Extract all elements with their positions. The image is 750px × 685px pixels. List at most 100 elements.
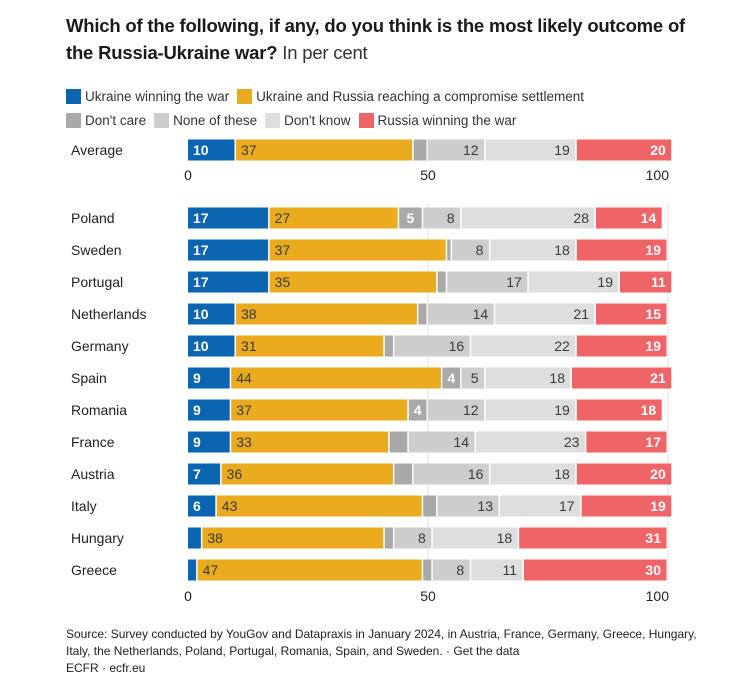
data-label-dont-know: 21 <box>573 306 589 322</box>
bar-none <box>394 527 432 549</box>
category-label: Poland <box>71 210 115 226</box>
legend-swatch-dont-know <box>265 112 281 128</box>
bar-dont-care <box>423 559 432 581</box>
data-label-compromise: 44 <box>236 370 252 386</box>
legend-item-none: None of these <box>154 112 257 128</box>
data-label-compromise: 38 <box>207 530 223 546</box>
bar-ukraine-win <box>188 271 269 293</box>
legend-item-russia-win: Russia winning the war <box>358 112 516 128</box>
legend-label: Don't know <box>284 112 351 128</box>
bar-dont-know <box>500 495 581 517</box>
bar-russia-win <box>576 139 672 161</box>
bar-russia-win <box>524 559 667 581</box>
bar-ukraine-win <box>188 559 197 581</box>
data-label-none: 16 <box>449 338 465 354</box>
data-label-none: 5 <box>471 370 479 386</box>
legend-item-ukraine-win: Ukraine winning the war <box>66 88 229 104</box>
data-label-dont-know: 19 <box>554 142 570 158</box>
bar-russia-win <box>586 431 667 453</box>
data-label-russia-win: 21 <box>650 370 666 386</box>
data-label-compromise: 31 <box>241 338 257 354</box>
category-label: Portugal <box>71 274 123 290</box>
data-label-ukraine-win: 9 <box>193 370 201 386</box>
chart-title: Which of the following, if any, do you t… <box>66 12 706 66</box>
bar-dont-know <box>476 431 585 453</box>
category-label: Sweden <box>71 242 122 258</box>
data-label-dont-know: 11 <box>502 562 517 578</box>
data-label-dont-know: 22 <box>554 338 570 354</box>
footer: Source: Survey conducted by YouGov and D… <box>66 626 706 677</box>
bar-compromise <box>269 207 398 229</box>
data-label-dont-care: 4 <box>414 402 422 418</box>
data-label-ukraine-win: 17 <box>193 210 209 226</box>
category-label: Austria <box>71 466 115 482</box>
bar-russia-win <box>576 463 672 485</box>
data-label-none: 8 <box>447 210 455 226</box>
bar-russia-win <box>572 367 672 389</box>
data-label-none: 17 <box>506 274 522 290</box>
data-label-ukraine-win: 17 <box>193 274 209 290</box>
legend-item-compromise: Ukraine and Russia reaching a compromise… <box>237 88 584 104</box>
legend: Ukraine winning the war Ukraine and Russ… <box>66 84 706 132</box>
bar-compromise <box>216 495 422 517</box>
data-label-ukraine-win: 7 <box>193 466 201 482</box>
data-label-dont-care: 5 <box>407 210 415 226</box>
data-label-compromise: 36 <box>227 466 243 482</box>
bar-none <box>428 139 485 161</box>
data-label-none: 8 <box>418 530 426 546</box>
data-label-dont-know: 19 <box>597 274 613 290</box>
legend-swatch-ukraine-win <box>66 88 81 104</box>
get-the-data-link[interactable]: Get the data <box>453 644 520 658</box>
bar-dont-know <box>485 139 576 161</box>
data-label-dont-know: 28 <box>573 210 589 226</box>
data-label-none: 8 <box>476 242 484 258</box>
data-label-dont-know: 19 <box>554 402 570 418</box>
bottom-axis-tick-label: 50 <box>420 588 436 604</box>
category-label: Average <box>71 142 123 158</box>
data-label-compromise: 37 <box>275 242 291 258</box>
chart-title-unit: In per cent <box>282 42 368 63</box>
bar-compromise <box>236 303 417 325</box>
legend-row-2: Don't care None of these Don't know Russ… <box>66 108 706 132</box>
bar-ukraine-win <box>188 495 216 517</box>
data-label-russia-win: 11 <box>651 274 666 290</box>
data-label-dont-know: 18 <box>554 466 570 482</box>
top-axis-tick-label: 0 <box>184 167 192 183</box>
bar-compromise <box>197 559 422 581</box>
data-label-compromise: 37 <box>241 142 257 158</box>
bar-russia-win <box>576 335 667 357</box>
bar-none <box>428 303 494 325</box>
bar-compromise <box>202 527 384 549</box>
bar-none <box>432 559 470 581</box>
bar-russia-win <box>596 303 667 325</box>
data-label-ukraine-win: 10 <box>193 142 209 158</box>
legend-item-dont-know: Don't know <box>265 112 351 128</box>
data-label-compromise: 43 <box>222 498 238 514</box>
bar-dont-know <box>528 271 619 293</box>
category-label: Spain <box>71 370 107 386</box>
chart-title-main: Which of the following, if any, do you t… <box>66 15 686 63</box>
data-label-none: 13 <box>477 498 493 514</box>
bar-dont-care <box>399 207 422 229</box>
data-label-russia-win: 20 <box>650 142 666 158</box>
data-label-dont-know: 17 <box>559 498 575 514</box>
data-label-ukraine-win: 17 <box>193 242 209 258</box>
bar-russia-win <box>581 495 672 517</box>
bar-compromise <box>236 139 413 161</box>
bar-none <box>413 463 489 485</box>
bottom-axis-tick-label: 100 <box>646 588 670 604</box>
bar-ukraine-win <box>188 303 235 325</box>
legend-item-dont-care: Don't care <box>66 112 146 128</box>
credit: ECFR · ecfr.eu <box>66 661 146 675</box>
top-axis-tick-label: 100 <box>646 167 670 183</box>
bar-dont-know <box>432 527 518 549</box>
legend-swatch-compromise <box>237 88 253 104</box>
data-label-none: 16 <box>468 466 484 482</box>
data-label-compromise: 38 <box>241 306 257 322</box>
bar-none <box>437 495 499 517</box>
bar-dont-know <box>490 239 576 261</box>
legend-label: Ukraine and Russia reaching a compromise… <box>256 88 584 104</box>
bar-ukraine-win <box>188 207 269 229</box>
bar-russia-win <box>519 527 667 549</box>
bar-compromise <box>231 367 441 389</box>
